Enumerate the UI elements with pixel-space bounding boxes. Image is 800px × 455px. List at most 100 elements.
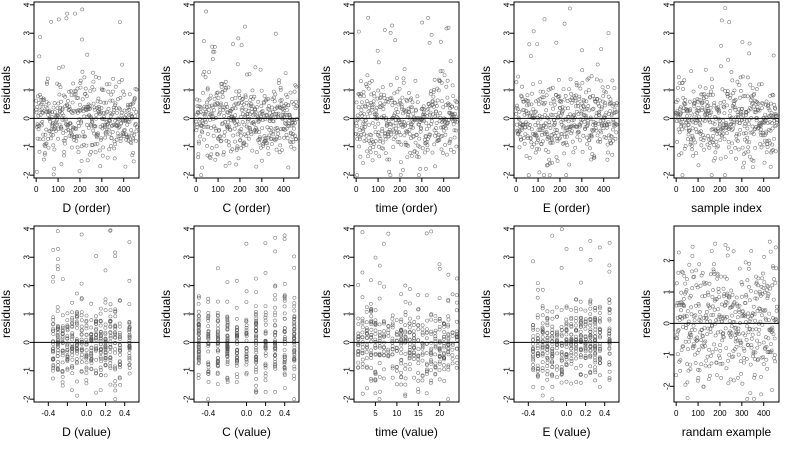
data-point bbox=[416, 387, 421, 392]
data-point bbox=[34, 107, 39, 112]
data-point bbox=[73, 11, 77, 16]
data-point bbox=[225, 380, 230, 385]
data-point bbox=[582, 119, 587, 124]
y-tick-label: 2 bbox=[343, 283, 352, 288]
data-point bbox=[74, 127, 79, 131]
data-point bbox=[749, 345, 754, 350]
data-point bbox=[206, 349, 211, 354]
data-point bbox=[761, 133, 766, 138]
data-point bbox=[429, 332, 434, 336]
data-point bbox=[274, 147, 279, 152]
data-point bbox=[265, 141, 270, 146]
data-point bbox=[578, 299, 583, 304]
data-point bbox=[232, 117, 237, 121]
y-tick-label: 2 bbox=[23, 59, 32, 64]
data-point bbox=[522, 108, 527, 113]
data-point bbox=[569, 381, 574, 386]
data-point bbox=[98, 349, 103, 354]
data-point bbox=[546, 150, 551, 155]
data-point bbox=[740, 106, 745, 111]
data-point bbox=[450, 343, 455, 347]
data-point bbox=[578, 247, 583, 252]
data-point bbox=[739, 359, 743, 364]
x-axis-label: randam example bbox=[682, 425, 772, 439]
scatter-points bbox=[194, 9, 299, 178]
data-point bbox=[685, 380, 690, 385]
data-point bbox=[724, 276, 729, 281]
data-point bbox=[591, 106, 596, 111]
data-point bbox=[122, 92, 127, 97]
data-point bbox=[736, 352, 741, 357]
data-point bbox=[90, 85, 95, 90]
data-point bbox=[588, 117, 593, 121]
data-point bbox=[216, 329, 220, 334]
data-point bbox=[595, 62, 600, 67]
data-point bbox=[56, 325, 60, 329]
data-point bbox=[35, 136, 40, 141]
data-point bbox=[583, 337, 588, 342]
data-point bbox=[425, 147, 430, 152]
data-point bbox=[540, 353, 545, 358]
data-point bbox=[292, 339, 297, 344]
data-point bbox=[425, 363, 429, 367]
data-point bbox=[430, 99, 435, 104]
data-point bbox=[55, 264, 60, 268]
y-tick-label: -2 bbox=[503, 395, 512, 403]
data-point bbox=[277, 78, 282, 83]
x-tick-label: 400 bbox=[597, 185, 611, 194]
data-point bbox=[744, 139, 749, 144]
data-point bbox=[713, 241, 718, 246]
data-point bbox=[60, 277, 65, 282]
data-point bbox=[413, 78, 418, 83]
data-point bbox=[732, 120, 737, 125]
data-point bbox=[407, 287, 412, 291]
data-point bbox=[685, 309, 690, 314]
data-point bbox=[79, 328, 84, 333]
data-point bbox=[272, 364, 277, 369]
data-point bbox=[292, 133, 297, 138]
data-point bbox=[79, 332, 84, 337]
data-point bbox=[60, 370, 65, 375]
data-point bbox=[59, 124, 64, 129]
data-point bbox=[711, 133, 716, 138]
data-point bbox=[607, 328, 612, 333]
data-point bbox=[420, 343, 425, 348]
data-point bbox=[747, 298, 752, 303]
data-point bbox=[395, 382, 399, 387]
x-tick-label: 300 bbox=[735, 185, 749, 194]
data-point bbox=[726, 57, 731, 62]
data-point bbox=[103, 300, 108, 305]
data-point bbox=[60, 383, 65, 388]
data-point bbox=[720, 126, 725, 131]
x-tick-label: 300 bbox=[735, 409, 749, 418]
data-point bbox=[588, 344, 593, 349]
data-point bbox=[215, 370, 220, 375]
data-point bbox=[536, 287, 540, 292]
data-point bbox=[531, 354, 535, 359]
data-point bbox=[545, 335, 550, 340]
data-point bbox=[127, 321, 132, 326]
data-point bbox=[739, 340, 744, 345]
data-point bbox=[261, 101, 266, 106]
data-point bbox=[113, 314, 118, 319]
data-point bbox=[738, 75, 743, 80]
data-point bbox=[608, 109, 613, 114]
data-point bbox=[714, 297, 719, 302]
data-point bbox=[712, 103, 717, 108]
data-point bbox=[360, 391, 365, 396]
data-point bbox=[127, 278, 132, 283]
data-point bbox=[748, 362, 753, 367]
data-point bbox=[718, 361, 723, 366]
data-point bbox=[94, 333, 99, 338]
data-point bbox=[441, 356, 446, 361]
data-point bbox=[234, 356, 239, 361]
data-point bbox=[373, 339, 378, 344]
data-point bbox=[588, 320, 593, 325]
data-point bbox=[433, 371, 438, 376]
data-point bbox=[89, 352, 94, 356]
data-point bbox=[373, 321, 378, 326]
data-point bbox=[602, 103, 607, 108]
data-point bbox=[377, 375, 382, 379]
y-tick-label: 0 bbox=[23, 116, 32, 121]
data-point bbox=[206, 380, 211, 384]
